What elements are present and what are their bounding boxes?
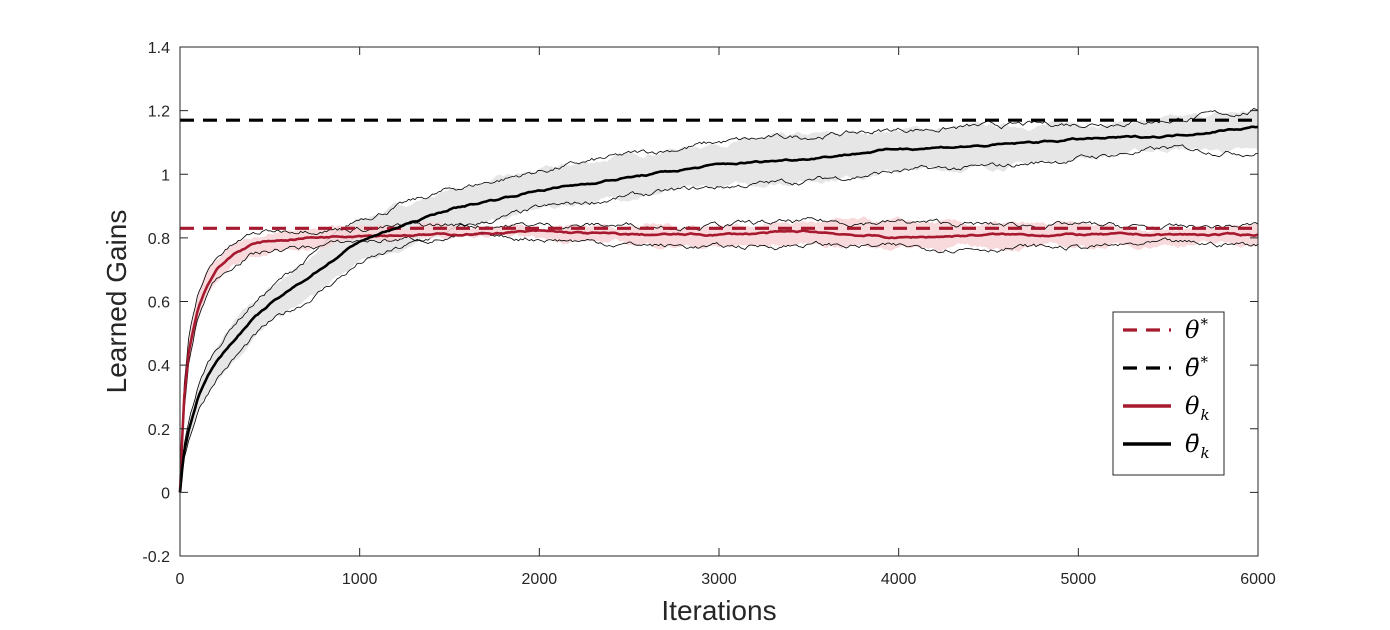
y-tick-label: 1.2: [148, 104, 170, 121]
theta_k-line: [178, 229, 1259, 493]
y-tick-label: 0: [161, 485, 170, 502]
theta_bar_k-band-upper: [179, 108, 1259, 493]
y-tick-label: 0.4: [148, 358, 170, 375]
legend-subscript: k: [1200, 444, 1209, 462]
x-tick-label: 2000: [522, 571, 558, 588]
legend: θ*θ̄*θkθ̄k: [1112, 311, 1225, 476]
series-lines: [178, 118, 1259, 493]
legend-box: [1112, 311, 1225, 476]
y-tick-label: 0.2: [148, 422, 170, 439]
x-tick-label: 5000: [1061, 571, 1097, 588]
y-tick-label: 1.4: [148, 40, 170, 57]
x-tick-label: 6000: [1240, 571, 1276, 588]
theta_bar_k-band-fill: [180, 109, 1258, 493]
theta_bar_k-line: [178, 125, 1259, 493]
theta_k-band-fill: [180, 216, 1258, 493]
legend-superscript: *: [1200, 353, 1208, 371]
x-axis-label: Iterations: [661, 595, 776, 626]
legend-label-theta_k: θk: [1185, 392, 1210, 424]
x-tick-label: 0: [176, 571, 185, 588]
x-tick-label: 3000: [701, 571, 737, 588]
x-axis-ticks: 0 1000 2000 3000 4000 5000 6000: [176, 47, 1276, 588]
x-tick-label: 4000: [881, 571, 917, 588]
legend-subscript: k: [1200, 406, 1209, 424]
x-tick-label: 1000: [342, 571, 378, 588]
theta_k-band-upper: [179, 217, 1259, 493]
y-tick-label: 0.8: [148, 231, 170, 248]
y-tick-label: 0.6: [148, 295, 170, 312]
confidence-bands: [179, 108, 1259, 493]
y-tick-label: 1: [161, 167, 170, 184]
legend-superscript: *: [1200, 315, 1208, 333]
y-tick-label: -0.2: [142, 549, 170, 566]
y-axis-ticks: -0.2 0 0.2 0.4 0.6 0.8 1 1.2 1.4: [142, 40, 1258, 566]
y-axis-label: Learned Gains: [101, 210, 132, 394]
theta_bar_k-band-lower: [179, 144, 1259, 493]
